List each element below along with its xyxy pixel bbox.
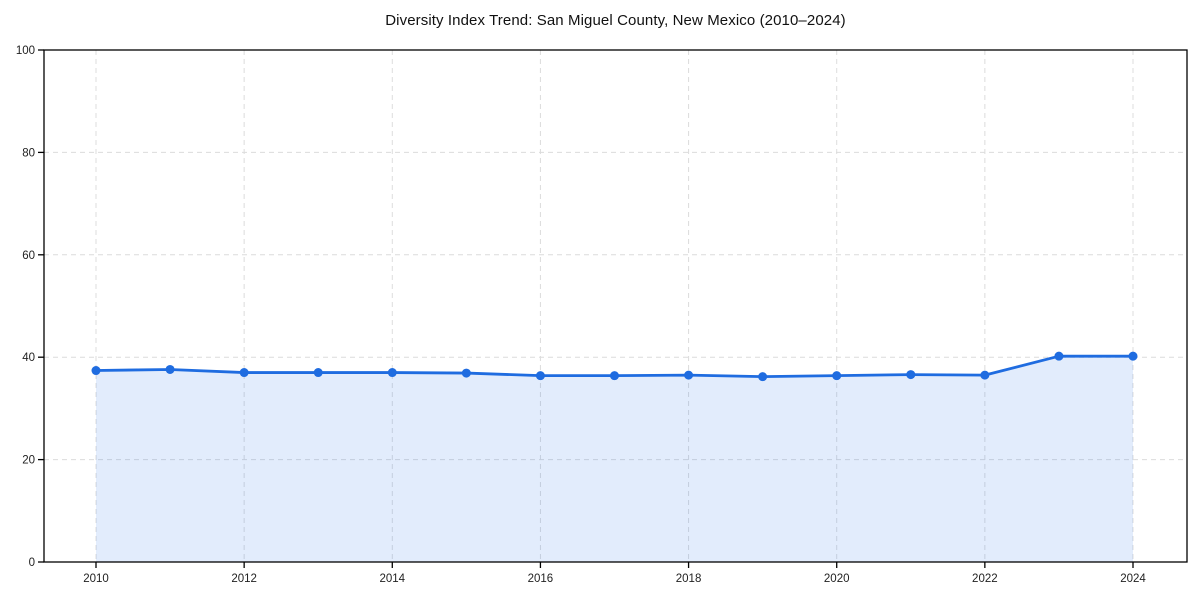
x-tick-label: 2018 — [676, 573, 702, 585]
data-point — [758, 372, 768, 382]
x-tick-label: 2014 — [379, 573, 405, 585]
area-fill — [96, 356, 1133, 562]
x-tick-label: 2012 — [231, 573, 257, 585]
x-tick-label: 2022 — [972, 573, 998, 585]
data-point — [980, 370, 990, 380]
data-point — [165, 364, 175, 374]
data-point — [610, 371, 619, 381]
data-point — [239, 368, 249, 378]
data-point — [1054, 351, 1064, 361]
data-point — [535, 371, 545, 381]
y-tick-label: 40 — [22, 352, 35, 364]
y-tick-label: 80 — [22, 147, 35, 159]
y-tick-label: 0 — [29, 557, 35, 569]
x-tick-label: 2020 — [824, 573, 850, 585]
data-point — [387, 368, 397, 378]
plot-frame — [43, 49, 1188, 563]
data-point — [91, 366, 101, 376]
y-tick-label: 100 — [16, 45, 35, 57]
data-point — [461, 368, 471, 378]
data-point — [684, 370, 694, 380]
data-point — [906, 370, 916, 380]
x-tick-label: 2016 — [528, 573, 554, 585]
y-tick-label: 60 — [22, 250, 35, 262]
data-point — [832, 371, 842, 381]
data-point — [1128, 351, 1138, 361]
x-tick-label: 2024 — [1120, 573, 1146, 585]
x-tick-label: 2010 — [83, 573, 109, 585]
chart-title: Diversity Index Trend: San Miguel County… — [385, 12, 846, 29]
data-point — [313, 368, 323, 378]
y-tick-label: 20 — [22, 455, 35, 467]
